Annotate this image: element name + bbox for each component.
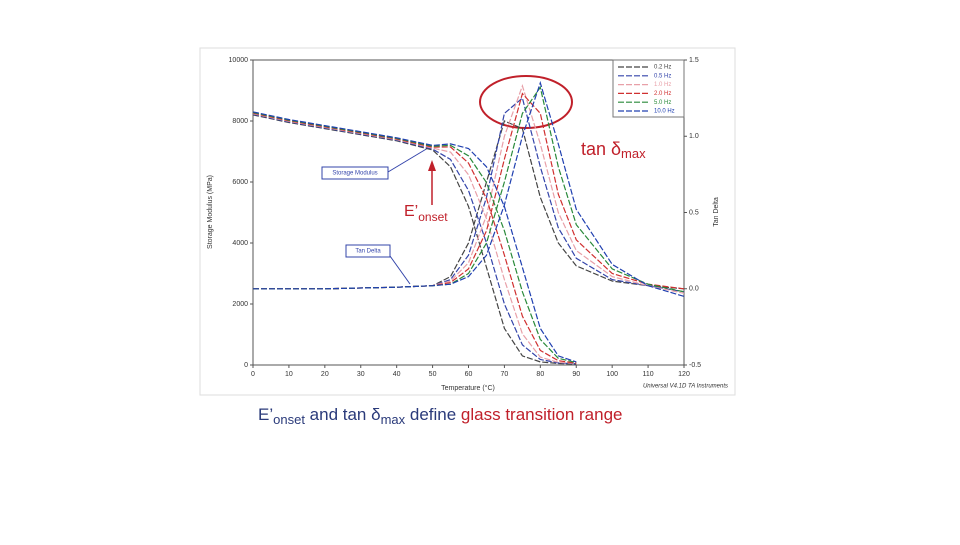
- modulus-line: [252, 111, 577, 363]
- caption-sub: max: [381, 412, 406, 427]
- x-tick-label: 90: [572, 371, 580, 378]
- sm-label: Storage Modulus: [332, 171, 377, 177]
- x-tick-label: 110: [642, 371, 653, 378]
- modulus-line: [252, 114, 577, 365]
- x-tick-label: 80: [536, 371, 544, 378]
- td-box: [345, 244, 391, 258]
- y2-tick-label: 1.0: [689, 133, 699, 140]
- y-tick-label: 8000: [232, 118, 248, 125]
- caption-part: E’: [258, 405, 273, 424]
- tan-max: tan δmax: [581, 139, 646, 162]
- caption: E’onset and tan δmax define glass transi…: [258, 405, 623, 427]
- caption-sub: onset: [273, 412, 305, 427]
- caption-highlight: glass transition range: [461, 405, 623, 424]
- y-tick-label: 0: [244, 362, 248, 369]
- y-tick-label: 6000: [232, 179, 248, 186]
- legend-label: 10.0 Hz: [654, 109, 675, 115]
- legend-label: 2.0 Hz: [654, 91, 671, 97]
- legend-label: 0.5 Hz: [654, 73, 671, 79]
- y-tick-label: 4000: [232, 240, 248, 247]
- x-tick-label: 40: [393, 371, 401, 378]
- y2-tick-label: -0.5: [689, 362, 701, 369]
- legend-label: 0.2 Hz: [654, 65, 671, 71]
- x-tick-label: 100: [606, 371, 618, 378]
- modulus-line: [252, 112, 577, 364]
- y-axis-label: Storage Modulus (MPa): [207, 175, 214, 249]
- tan-max-sub: max: [621, 146, 646, 161]
- tan-max-main: tan δ: [581, 139, 621, 159]
- tan-delta-line: [253, 80, 685, 297]
- legend-label: 5.0 Hz: [654, 100, 671, 106]
- figure-frame: [199, 47, 736, 396]
- y2-tick-label: 0.0: [689, 286, 699, 293]
- caption-part: and tan δ: [305, 405, 381, 424]
- peak-highlight: [479, 75, 573, 129]
- modulus-line: [252, 113, 577, 365]
- x-tick-label: 60: [465, 371, 473, 378]
- y2-tick-label: 0.5: [689, 209, 699, 216]
- td-arrow: [389, 255, 411, 285]
- x-tick-label: 70: [501, 371, 509, 378]
- sm-arrow: [387, 147, 429, 173]
- onset-sub: onset: [418, 210, 448, 224]
- x-tick-label: 10: [285, 371, 293, 378]
- x-tick-label: 30: [357, 371, 365, 378]
- sm-box: [321, 166, 389, 180]
- y-tick-label: 10000: [229, 57, 249, 64]
- modulus-line: [252, 111, 577, 364]
- onset-main: E’: [404, 203, 418, 220]
- credit: Universal V4.1D TA Instruments: [643, 384, 728, 390]
- x-tick-label: 20: [321, 371, 329, 378]
- y2-axis-label: Tan Delta: [713, 197, 720, 227]
- x-tick-label: 120: [678, 371, 690, 378]
- x-axis-label: Temperature (°C): [441, 384, 495, 392]
- y-tick-label: 2000: [232, 301, 248, 308]
- caption-part: define: [405, 405, 461, 424]
- legend-label: 1.0 Hz: [654, 82, 671, 88]
- onset-arrowhead: [428, 160, 436, 171]
- legend-box: [612, 59, 685, 118]
- td-label: Tan Delta: [355, 249, 381, 255]
- modulus-line: [252, 113, 577, 365]
- x-tick-label: 0: [251, 371, 255, 378]
- onset-label: E’onset: [404, 203, 448, 224]
- x-tick-label: 50: [429, 371, 437, 378]
- y2-tick-label: 1.5: [689, 57, 699, 64]
